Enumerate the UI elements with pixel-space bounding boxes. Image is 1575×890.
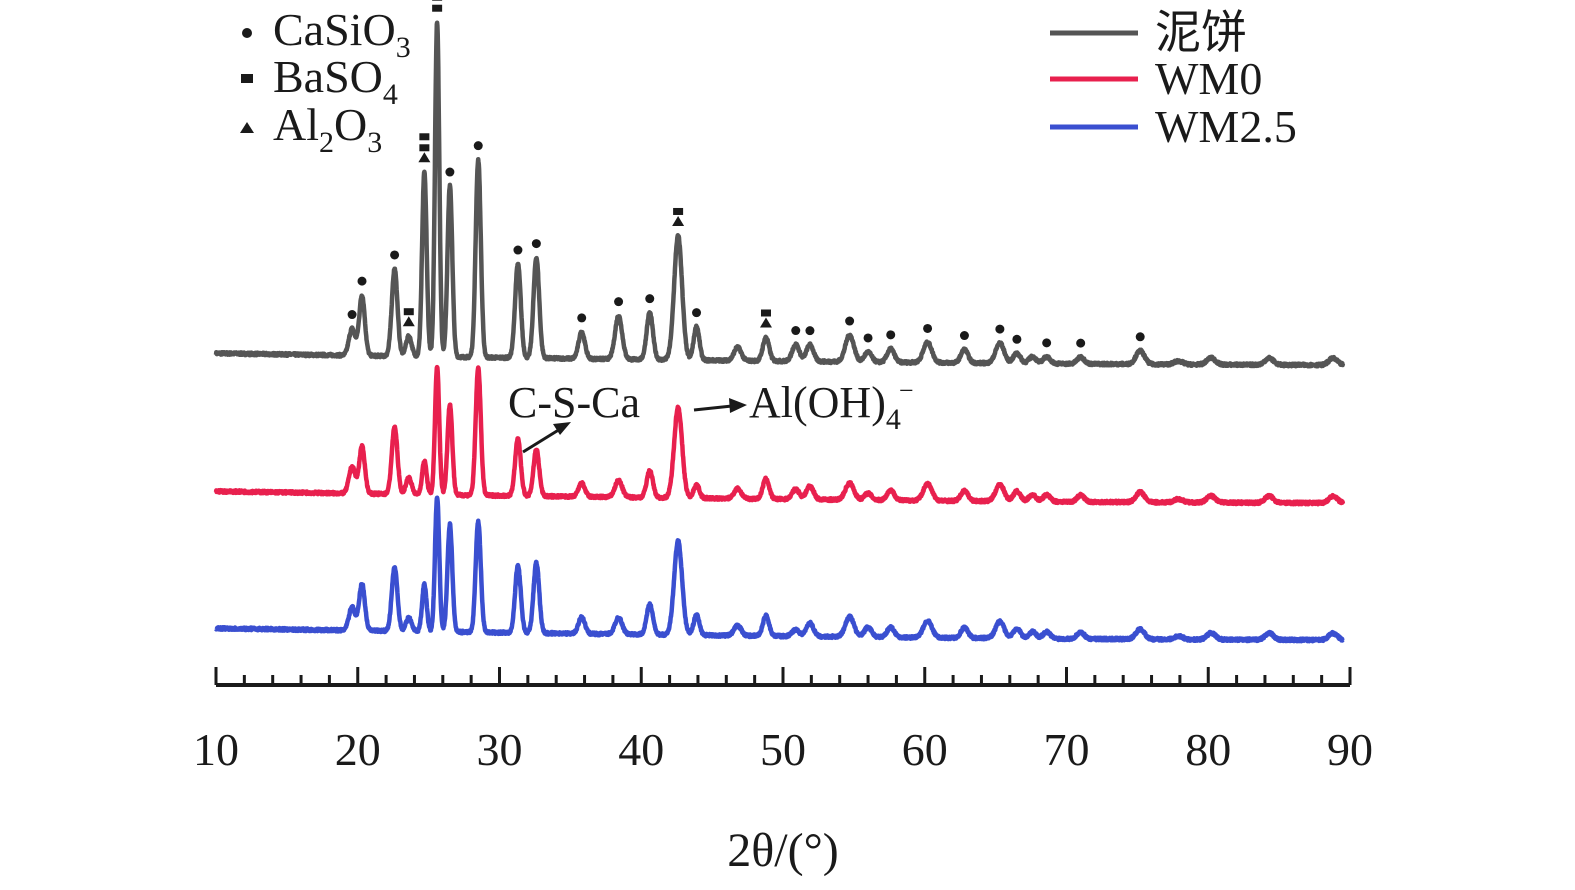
series-line-2: [214, 495, 1345, 644]
peak-marker-baso4: [432, 4, 443, 12]
peak-marker-casio3: [347, 310, 357, 320]
phase-legend-item-baso4: BaSO4: [273, 51, 398, 111]
x-tick-label: 20: [335, 724, 381, 775]
peak-marker-baso4: [432, 0, 443, 1]
peak-marker-casio3: [1012, 334, 1022, 344]
annotation-arrowhead-aloh4: [729, 398, 747, 413]
peak-marker-baso4: [419, 133, 430, 141]
x-tick-label: 10: [193, 724, 239, 775]
series-legend: 泥饼 WM0 WM2.5: [1050, 7, 1297, 152]
annotation-c-s-ca: C-S-Ca: [508, 378, 640, 427]
peak-marker-casio3: [923, 323, 933, 333]
x-tick-label: 60: [902, 724, 948, 775]
peak-marker-baso4: [403, 308, 414, 316]
x-axis: 10 20 30 40 50 60 70 80 90: [193, 667, 1373, 775]
x-tick-label: 30: [477, 724, 523, 775]
x-tick-label: 80: [1185, 724, 1231, 775]
phase-legend-item-al2o3: Al2O3: [273, 99, 382, 159]
peak-marker-al2o3: [402, 316, 415, 327]
peak-marker-casio3: [995, 324, 1005, 334]
peak-marker-baso4: [419, 144, 430, 152]
peak-marker-casio3: [1076, 338, 1086, 348]
legend-label-nibing: 泥饼: [1155, 7, 1247, 58]
peak-marker-baso4: [760, 309, 771, 317]
annotation-arrow-aloh4: [693, 404, 733, 412]
x-axis-label: 2θ/(°): [727, 824, 839, 877]
phase-legend-triangle-marker: [240, 122, 254, 133]
peak-marker-layer: [347, 0, 1145, 348]
x-tick-label: 90: [1327, 724, 1373, 775]
legend-label-wm2-5: WM2.5: [1155, 101, 1297, 152]
annotation-aloh4: Al(OH)4−: [749, 376, 914, 436]
phase-legend: CaSiO3 BaSO4 Al2O3: [240, 4, 411, 159]
peak-marker-casio3: [1135, 332, 1145, 342]
peak-marker-casio3: [959, 331, 969, 341]
peak-marker-casio3: [692, 308, 702, 318]
peak-marker-casio3: [357, 276, 367, 286]
peak-marker-al2o3: [418, 152, 431, 163]
peak-marker-casio3: [614, 297, 624, 307]
peak-marker-casio3: [513, 245, 523, 255]
x-tick-label: 50: [760, 724, 806, 775]
peak-marker-casio3: [805, 326, 815, 336]
x-tick-label: 40: [618, 724, 664, 775]
x-tick-label: 70: [1044, 724, 1090, 775]
annotations: C-S-Ca Al(OH)4−: [508, 376, 914, 454]
peak-marker-casio3: [445, 167, 455, 177]
peak-marker-al2o3: [672, 215, 685, 226]
peak-marker-casio3: [577, 313, 587, 323]
peak-marker-casio3: [645, 294, 655, 304]
peak-marker-baso4: [673, 207, 684, 215]
phase-legend-square-marker: [241, 74, 253, 83]
peak-marker-casio3: [863, 333, 873, 343]
legend-label-wm0: WM0: [1155, 53, 1262, 104]
peak-marker-casio3: [473, 141, 483, 151]
phase-legend-item-casio3: CaSiO3: [273, 4, 411, 64]
peak-marker-al2o3: [759, 317, 772, 328]
phase-legend-circle-marker: [242, 28, 252, 38]
peak-marker-casio3: [390, 250, 400, 260]
series-layer: [213, 20, 1346, 644]
annotation-arrowhead-c-s-ca: [553, 422, 571, 435]
peak-marker-casio3: [791, 326, 801, 336]
peak-marker-casio3: [531, 239, 541, 249]
peak-marker-casio3: [845, 316, 855, 326]
series-line-1: [213, 364, 1346, 507]
series-line-0: [213, 20, 1346, 369]
peak-marker-casio3: [886, 330, 896, 340]
peak-marker-casio3: [1042, 338, 1052, 348]
